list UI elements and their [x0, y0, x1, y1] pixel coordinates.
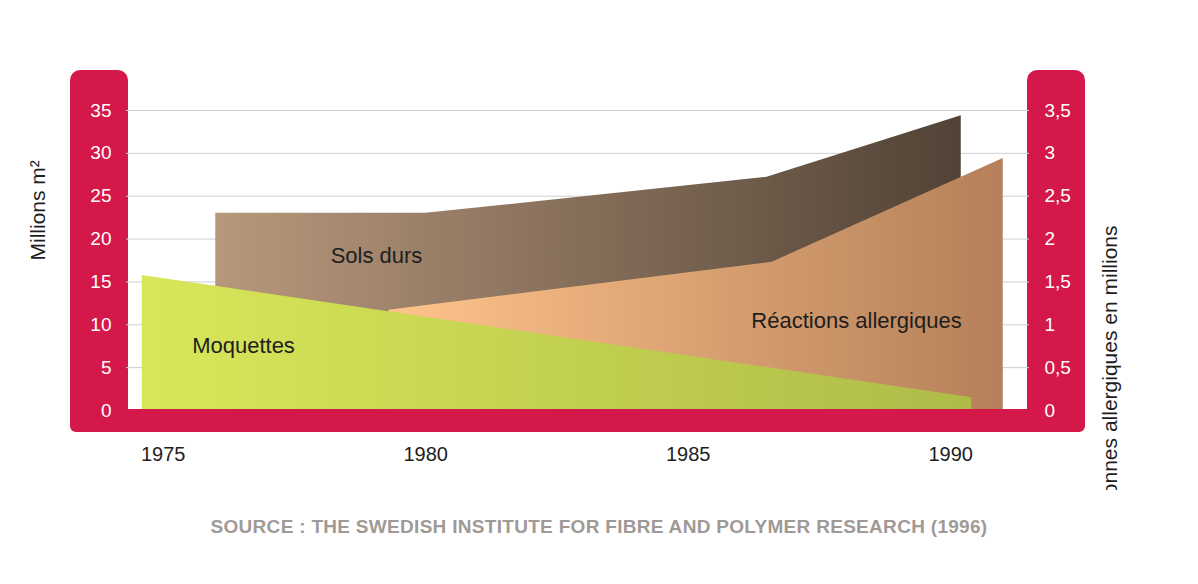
svg-text:2,5: 2,5: [1045, 185, 1071, 206]
svg-text:1990: 1990: [929, 443, 974, 465]
svg-text:1: 1: [1045, 314, 1056, 335]
svg-text:3: 3: [1045, 142, 1056, 163]
html-text:SOURCE : THE SWEDISH INSTITUTE: SOURCE : THE SWEDISH INSTITUTE FOR FIBRE…: [210, 516, 988, 537]
svg-text:0: 0: [101, 400, 112, 421]
svg-text:1975: 1975: [141, 443, 186, 465]
svg-text:2: 2: [1045, 228, 1056, 249]
svg-text:1985: 1985: [666, 443, 711, 465]
svg-text:Moquettes: Moquettes: [192, 333, 295, 358]
svg-text:10: 10: [90, 314, 111, 335]
svg-text:Sols durs: Sols durs: [331, 243, 423, 268]
svg-text:Réactions allergiques: Réactions allergiques: [751, 308, 961, 333]
svg-text:Personnes allergiques en milli: Personnes allergiques en millions: [1098, 226, 1121, 491]
svg-text:Millions m²: Millions m²: [26, 160, 49, 260]
svg-text:30: 30: [90, 142, 111, 163]
svg-text:0,5: 0,5: [1045, 357, 1071, 378]
svg-text:15: 15: [90, 271, 111, 292]
svg-text:5: 5: [101, 357, 112, 378]
svg-text:1980: 1980: [404, 443, 449, 465]
svg-text:20: 20: [90, 228, 111, 249]
svg-text:0: 0: [1045, 400, 1056, 421]
svg-text:35: 35: [90, 100, 111, 121]
svg-text:1,5: 1,5: [1045, 271, 1071, 292]
svg-text:3,5: 3,5: [1045, 100, 1071, 121]
svg-text:25: 25: [90, 185, 111, 206]
